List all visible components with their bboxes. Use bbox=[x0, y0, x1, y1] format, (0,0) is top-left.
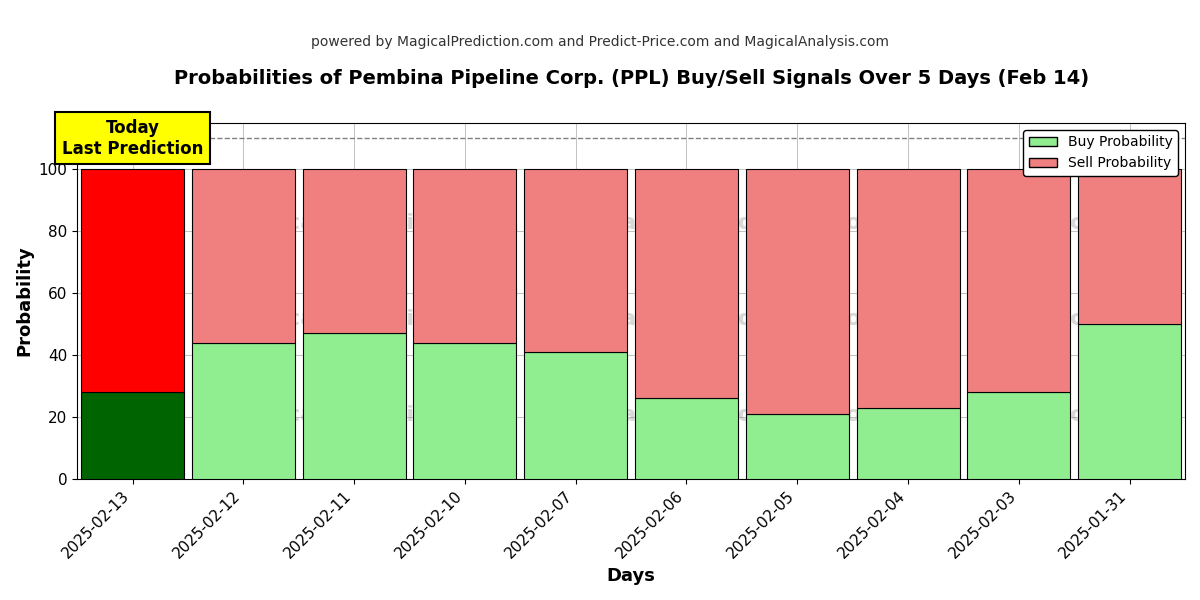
Bar bbox=[82, 392, 184, 479]
Text: calAnalysis.com: calAnalysis.com bbox=[287, 405, 487, 425]
Y-axis label: Probability: Probability bbox=[14, 245, 32, 356]
X-axis label: Days: Days bbox=[607, 567, 655, 585]
Bar bbox=[302, 169, 406, 334]
Text: com: com bbox=[1070, 308, 1122, 329]
Bar bbox=[413, 343, 516, 479]
Text: com: com bbox=[1070, 212, 1122, 233]
Bar bbox=[82, 169, 184, 392]
Bar bbox=[192, 169, 295, 343]
Bar bbox=[967, 392, 1070, 479]
Bar bbox=[635, 169, 738, 398]
Bar bbox=[413, 169, 516, 343]
Text: powered by MagicalPrediction.com and Predict-Price.com and MagicalAnalysis.com: powered by MagicalPrediction.com and Pre… bbox=[311, 35, 889, 49]
Text: calAnalysis.com: calAnalysis.com bbox=[287, 212, 487, 233]
Bar bbox=[857, 169, 960, 407]
Bar bbox=[1078, 324, 1181, 479]
Bar bbox=[192, 343, 295, 479]
Bar bbox=[524, 169, 628, 352]
Bar bbox=[745, 414, 848, 479]
Bar bbox=[1078, 169, 1181, 324]
Bar bbox=[857, 407, 960, 479]
Bar bbox=[967, 169, 1070, 392]
Text: MagicalPrediction.com: MagicalPrediction.com bbox=[599, 212, 884, 233]
Bar bbox=[302, 334, 406, 479]
Text: com: com bbox=[1070, 405, 1122, 425]
Legend: Buy Probability, Sell Probability: Buy Probability, Sell Probability bbox=[1024, 130, 1178, 176]
Text: Today
Last Prediction: Today Last Prediction bbox=[62, 119, 203, 158]
Bar bbox=[635, 398, 738, 479]
Bar bbox=[524, 352, 628, 479]
Text: MagicalPrediction.com: MagicalPrediction.com bbox=[599, 405, 884, 425]
Bar bbox=[745, 169, 848, 414]
Title: Probabilities of Pembina Pipeline Corp. (PPL) Buy/Sell Signals Over 5 Days (Feb : Probabilities of Pembina Pipeline Corp. … bbox=[174, 69, 1088, 88]
Text: MagicalPrediction.com: MagicalPrediction.com bbox=[599, 308, 884, 329]
Text: calAnalysis.com: calAnalysis.com bbox=[287, 308, 487, 329]
